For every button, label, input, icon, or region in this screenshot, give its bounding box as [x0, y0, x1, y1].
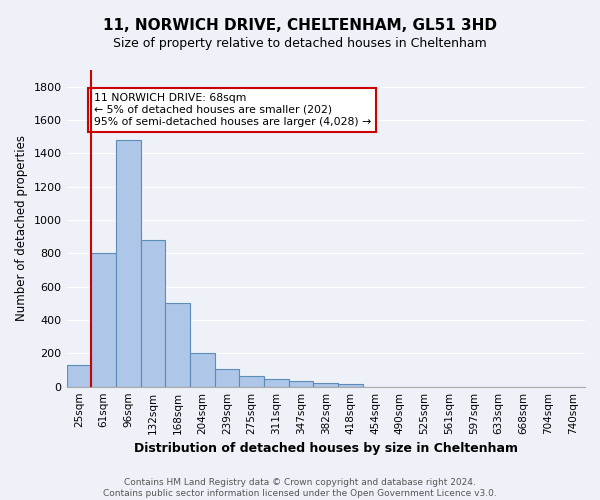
Bar — [239, 376, 264, 386]
Bar — [289, 381, 313, 386]
Bar — [215, 369, 239, 386]
X-axis label: Distribution of detached houses by size in Cheltenham: Distribution of detached houses by size … — [134, 442, 518, 455]
Y-axis label: Number of detached properties: Number of detached properties — [15, 136, 28, 322]
Text: Size of property relative to detached houses in Cheltenham: Size of property relative to detached ho… — [113, 38, 487, 51]
Bar — [116, 140, 140, 386]
Bar — [91, 254, 116, 386]
Bar — [313, 383, 338, 386]
Bar — [67, 365, 91, 386]
Text: 11 NORWICH DRIVE: 68sqm
← 5% of detached houses are smaller (202)
95% of semi-de: 11 NORWICH DRIVE: 68sqm ← 5% of detached… — [94, 94, 371, 126]
Bar — [338, 384, 363, 386]
Text: 11, NORWICH DRIVE, CHELTENHAM, GL51 3HD: 11, NORWICH DRIVE, CHELTENHAM, GL51 3HD — [103, 18, 497, 32]
Bar — [165, 304, 190, 386]
Text: Contains HM Land Registry data © Crown copyright and database right 2024.
Contai: Contains HM Land Registry data © Crown c… — [103, 478, 497, 498]
Bar — [190, 352, 215, 386]
Bar — [264, 379, 289, 386]
Bar — [140, 240, 165, 386]
